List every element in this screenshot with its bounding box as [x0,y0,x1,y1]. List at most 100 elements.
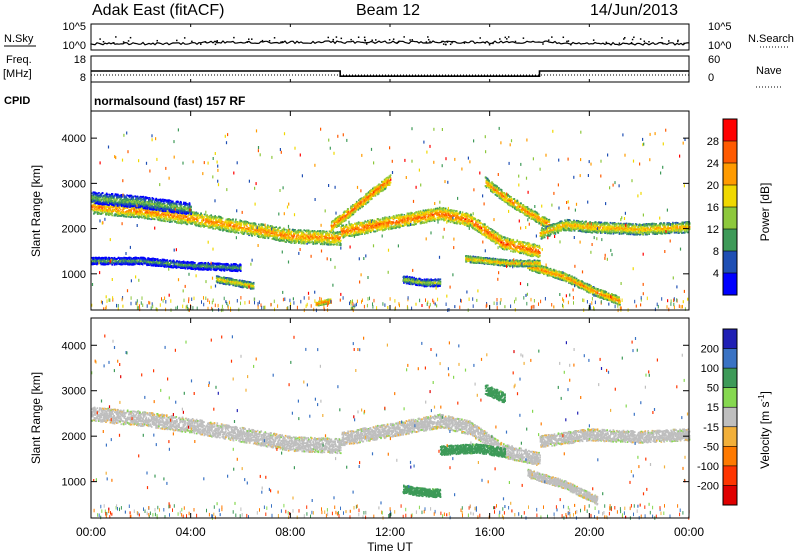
data-cell [459,222,462,225]
data-cell [298,231,301,233]
freq-right-tick-bottom: 0 [708,72,714,84]
data-cell [100,205,103,207]
data-cell [212,218,215,220]
data-cell [180,219,183,221]
noise-search-dot [507,36,510,38]
data-cell [320,239,322,242]
data-cell [251,222,253,225]
data-cell [261,234,263,236]
data-cell [266,230,268,233]
data-cell [434,218,437,221]
noise-search-dot [463,42,466,44]
data-cell [153,218,156,221]
data-cell [309,239,311,241]
data-cell [168,218,170,221]
data-cell [333,243,335,246]
data-cell [155,211,158,214]
data-cell [297,234,299,236]
data-cell [272,232,275,235]
data-cell [219,218,221,220]
freq-left-label-1: Freq. [6,54,32,66]
data-cell [220,217,223,219]
data-cell [263,229,265,232]
data-cell [270,230,273,232]
data-cell [137,207,140,210]
data-cell [503,241,505,244]
data-cell [158,215,160,217]
data-cell [143,215,145,218]
data-cell [225,221,228,224]
data-cell [240,222,243,225]
data-cell [308,241,310,244]
data-cell [139,210,142,212]
data-cell [274,226,276,229]
data-cell [281,228,284,231]
data-cell [258,225,261,228]
noise-search-dot [102,40,105,43]
data-cell [313,233,316,236]
data-cell [268,226,270,229]
data-cell [484,223,486,226]
data-cell [175,217,178,220]
data-cell [193,211,195,214]
data-cell [292,228,294,231]
data-cell [336,235,339,237]
noise-search-dot [506,38,508,40]
noise-search-dot [661,42,664,44]
data-cell [115,206,118,209]
data-cell [202,219,205,222]
data-cell [323,231,325,234]
data-cell [468,221,470,224]
data-cell [277,229,280,232]
data-cell [328,240,330,243]
data-cell [166,210,168,213]
data-cell [238,227,240,229]
data-cell [305,234,308,237]
data-cell [482,229,484,232]
data-cell [263,224,265,227]
data-cell [165,216,168,218]
data-cell [272,231,274,233]
noise-search-dot [504,36,507,39]
data-cell [272,234,275,237]
data-cell [330,234,333,236]
data-cell [225,218,228,221]
data-cell [292,237,294,240]
data-cell [357,204,360,207]
data-cell [197,220,199,222]
noise-search-dot [484,42,486,44]
data-cell [245,227,247,230]
noise-search-dot [444,43,447,46]
data-cell [497,233,499,236]
data-cell [195,224,198,227]
data-cell [309,230,312,233]
data-cell [339,236,341,238]
data-cell [240,225,242,227]
data-cell [124,211,127,213]
data-cell [183,215,185,218]
data-cell [92,209,95,212]
data-cell [271,238,274,240]
noise-search-dot [547,39,550,41]
data-cell [205,219,207,222]
data-cell [152,211,155,214]
data-cell [335,220,338,223]
data-cell [267,237,270,239]
data-cell [309,233,312,236]
data-cell [264,233,267,236]
data-cell [279,232,282,235]
data-cell [341,220,343,223]
data-cell [304,239,307,242]
data-cell [116,209,119,212]
data-cell [189,211,191,213]
data-cell [267,225,269,227]
data-cell [181,222,184,224]
data-cell [267,234,269,237]
data-cell [212,216,214,219]
noise-search-dot [677,40,679,43]
noise-search-dot [99,38,101,40]
data-cell [187,217,190,220]
data-cell [223,228,225,231]
data-cell [322,238,325,240]
data-cell [248,222,250,224]
